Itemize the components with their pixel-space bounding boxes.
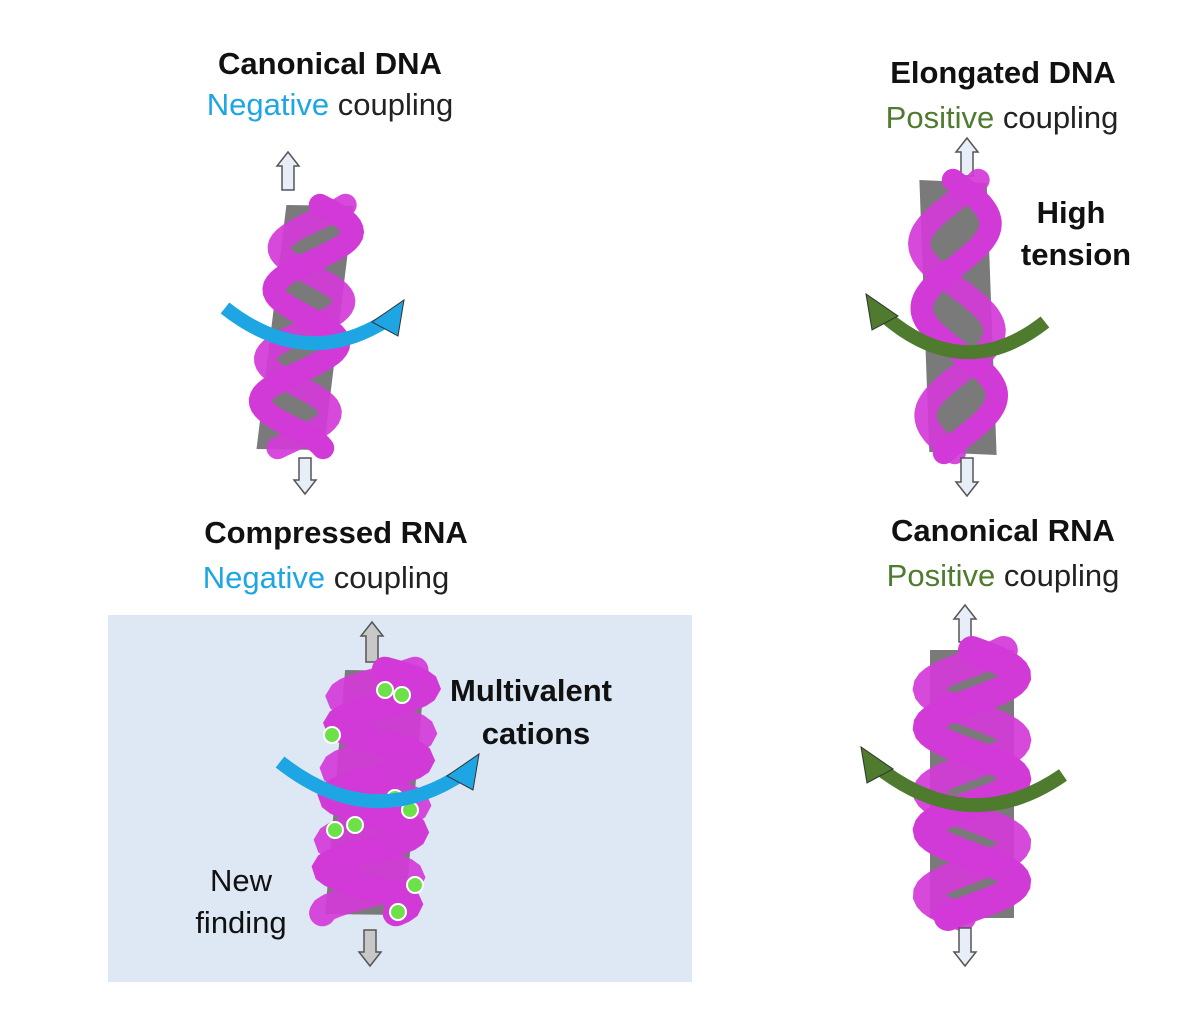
new-label: New [210, 863, 273, 898]
cation-cluster [406, 876, 424, 894]
twist-arrow-icon [275, 752, 480, 809]
elongated-dna-helix [908, 168, 1009, 465]
backbone-strand [910, 168, 1009, 465]
backbone-strand [254, 193, 357, 460]
twist-arrow-head [860, 745, 894, 784]
coupling-word: coupling [329, 87, 453, 122]
compressed-rna-coupling: Negative coupling [203, 560, 449, 595]
cations-label: cations [482, 716, 591, 751]
backbone-strand [908, 168, 1006, 465]
stretch-up-arrow-icon [359, 620, 385, 663]
compressed-rna-title: Compressed RNA [204, 515, 468, 550]
cation-cluster [326, 821, 344, 839]
coupling-sign: Negative [203, 560, 325, 595]
twist-arrow-body [875, 306, 1050, 360]
cation-cluster [376, 681, 394, 699]
stretch-down-arrow-icon [952, 927, 978, 968]
elongated-dna-coupling: Positive coupling [886, 100, 1119, 135]
twist-arrow-head [865, 292, 899, 331]
stretch-down-arrow-icon [357, 929, 383, 968]
cation-cluster [323, 726, 341, 744]
high-label: High [1037, 195, 1106, 230]
coupling-sign: Negative [207, 87, 329, 122]
coupling-word: coupling [995, 558, 1119, 593]
canonical-dna-helix [248, 193, 365, 460]
cation-cluster [389, 903, 407, 921]
twist-arrow-icon [860, 745, 1067, 813]
canonical-dna-coupling: Negative coupling [207, 87, 453, 122]
twist-arrow-body [220, 302, 394, 351]
canonical-rna-title: Canonical RNA [891, 513, 1115, 548]
backbone-strand [912, 636, 1032, 931]
stretch-down-arrow-icon [954, 457, 980, 498]
cation-cluster [346, 816, 364, 834]
backbone-strand [912, 636, 1032, 931]
stretch-up-arrow-icon [275, 150, 301, 191]
multivalent-label: Multivalent [450, 673, 612, 708]
elongated-dna-title: Elongated DNA [890, 55, 1116, 90]
tension-label: tension [1021, 237, 1131, 272]
cation-cluster [393, 686, 411, 704]
stretch-down-arrow-icon [292, 457, 318, 496]
coupling-sign: Positive [886, 100, 995, 135]
coupling-sign: Positive [887, 558, 996, 593]
twist-arrow-icon [865, 292, 1050, 360]
twist-arrow-body [870, 759, 1067, 813]
canonical-rna-helix [912, 636, 1032, 931]
twist-arrow-body [275, 756, 469, 809]
coupling-word: coupling [994, 100, 1118, 135]
finding-label: finding [195, 905, 286, 940]
twist-arrow-head [371, 298, 405, 337]
coupling-word: coupling [325, 560, 449, 595]
canonical-dna-title: Canonical DNA [218, 46, 442, 81]
twist-arrow-head [446, 752, 480, 791]
twist-arrow-icon [220, 298, 405, 351]
canonical-rna-coupling: Positive coupling [887, 558, 1120, 593]
